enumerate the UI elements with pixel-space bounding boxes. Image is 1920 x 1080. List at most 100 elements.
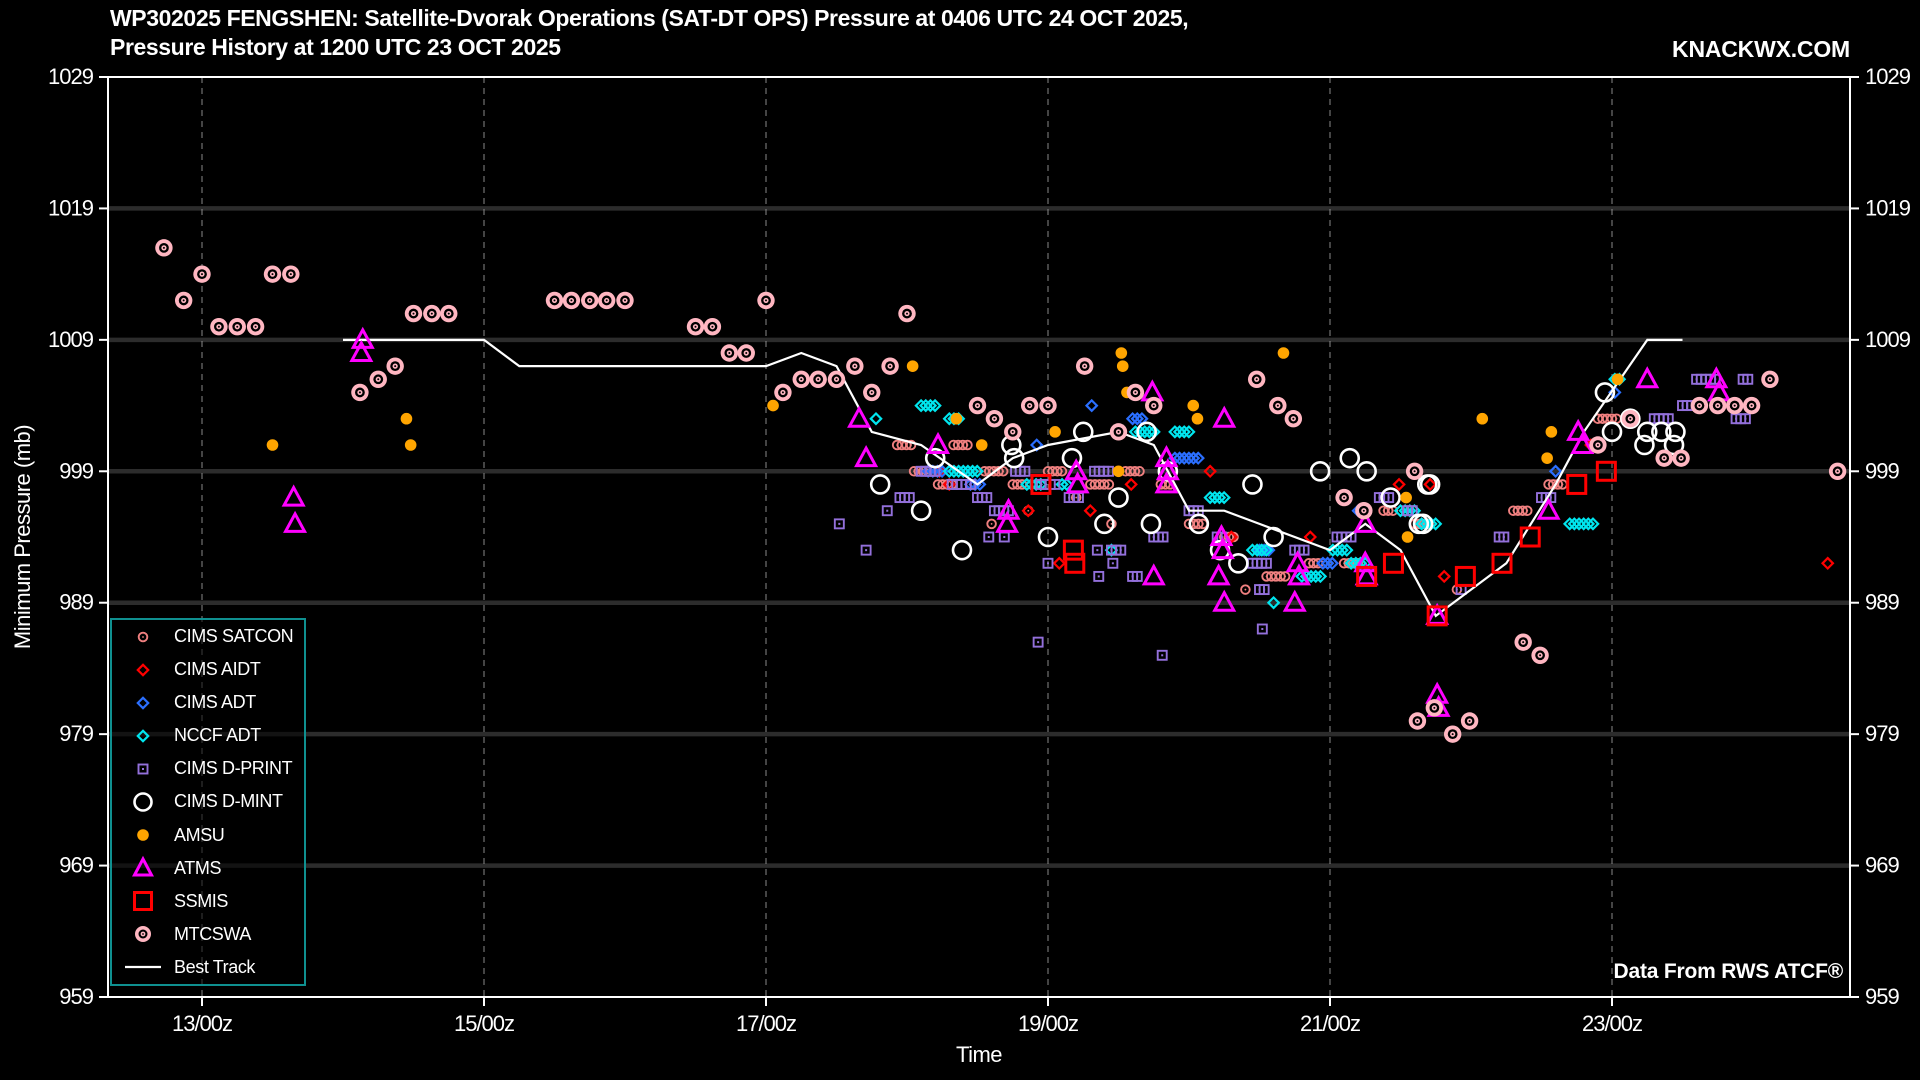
amsu-marker xyxy=(1049,426,1061,438)
satcon-marker xyxy=(1522,505,1533,516)
dprint-marker-dot xyxy=(1097,575,1100,578)
diamond-marker xyxy=(1020,477,1034,492)
satcon-marker xyxy=(1056,466,1068,477)
dmint-icon xyxy=(112,789,174,815)
satcon-marker-dot xyxy=(1110,522,1113,525)
diamond-marker xyxy=(1259,543,1274,557)
mtcswa-marker xyxy=(853,365,856,368)
dprint-marker-dot xyxy=(1096,549,1099,552)
adt-icon xyxy=(112,690,174,716)
mtcswa-marker xyxy=(1629,417,1632,420)
data-credit-text: Data From RWS ATCF® xyxy=(1613,960,1844,983)
mtcswa-marker xyxy=(570,299,573,302)
dprint-marker-dot xyxy=(908,496,911,499)
page-title: WP302025 FENGSHEN: Satellite-Dvorak Oper… xyxy=(110,4,1189,63)
diamond-marker xyxy=(1186,451,1201,465)
dprint-marker-dot xyxy=(1714,378,1717,381)
diamond-marker xyxy=(1313,569,1328,584)
mtcswa-marker xyxy=(745,352,748,354)
legend-item-dmint: CIMS D-MINT xyxy=(112,785,304,818)
mtcswa-marker xyxy=(765,299,767,302)
dprint-marker-dot xyxy=(1549,496,1552,499)
mtcswa-marker xyxy=(447,312,450,315)
satcon-marker xyxy=(1279,571,1291,582)
dprint-icon xyxy=(112,756,174,782)
mtcswa-marker xyxy=(1028,404,1031,407)
legend-label-best: Best Track xyxy=(174,956,256,977)
mtcswa-marker xyxy=(1083,365,1086,368)
dmint-marker xyxy=(1620,408,1641,430)
mtcswa-marker xyxy=(1451,733,1454,736)
satcon-legend-icon xyxy=(137,631,149,642)
satcon-marker-dot xyxy=(1202,522,1204,525)
legend-label-adt: CIMS ADT xyxy=(174,692,256,713)
dprint-marker xyxy=(1032,636,1044,648)
dmint-marker xyxy=(1380,487,1401,508)
ssmis-marker xyxy=(1566,473,1588,495)
legend-label-aidt: CIMS AIDT xyxy=(174,659,261,680)
diamond-marker xyxy=(1245,543,1260,557)
best-track-line xyxy=(343,338,1683,618)
dprint-marker xyxy=(981,492,993,504)
diamond-marker xyxy=(869,411,883,426)
aidt-legend-glyph xyxy=(136,662,150,677)
diamond-marker xyxy=(1172,425,1187,439)
dprint-marker xyxy=(1157,531,1169,543)
mtcswa-marker xyxy=(976,404,979,407)
amsu-icon xyxy=(112,822,174,848)
mtcswa-marker xyxy=(1733,404,1736,407)
y-tick-label-left: 1029 xyxy=(48,64,94,89)
dprint-marker-dot xyxy=(1220,536,1223,538)
amsu-marker xyxy=(975,439,988,451)
atms-marker xyxy=(1141,563,1166,586)
satcon-marker-dot xyxy=(1061,470,1063,473)
dprint-marker xyxy=(881,505,893,517)
amsu-marker xyxy=(1545,426,1558,438)
dprint-marker-dot xyxy=(1047,562,1049,565)
dprint-marker-dot xyxy=(1303,549,1306,552)
amsu-marker xyxy=(1116,360,1129,372)
legend-item-aidt: CIMS AIDT xyxy=(112,653,304,686)
amsu-marker xyxy=(1400,491,1412,504)
dprint-marker-dot xyxy=(1077,496,1080,499)
dmint-marker xyxy=(1003,447,1025,469)
diamond-marker xyxy=(1217,490,1231,505)
satcon-marker-dot xyxy=(1232,536,1235,538)
dprint-marker-dot xyxy=(1387,496,1390,499)
satcon-marker-dot xyxy=(1002,470,1005,473)
diamond-marker xyxy=(1581,517,1596,531)
mtcswa-marker xyxy=(781,391,784,394)
mtcswa-marker xyxy=(1152,404,1155,407)
diamond-marker xyxy=(914,398,928,413)
y-tick-label-left: 999 xyxy=(59,458,93,483)
atms-marker xyxy=(349,339,374,362)
amsu-marker xyxy=(1277,347,1290,359)
dprint-marker-dot xyxy=(1161,654,1164,657)
dmint-marker xyxy=(869,474,891,495)
legend-label-mtcswa: MTCSWA xyxy=(174,923,251,944)
dprint-marker-dot xyxy=(985,496,988,499)
dprint-marker xyxy=(1042,557,1054,569)
dprint-legend-icon xyxy=(137,763,149,775)
y-tick-label-left: 989 xyxy=(59,590,93,615)
amsu-marker xyxy=(1541,452,1553,464)
y-tick-label-right: 959 xyxy=(1865,984,1899,1009)
diamond-marker xyxy=(1576,517,1591,531)
mtcswa-marker xyxy=(1011,430,1014,433)
diamond-marker xyxy=(1414,517,1429,531)
satcon-marker-dot xyxy=(1391,509,1394,512)
dmint-marker xyxy=(1309,460,1331,482)
satcon-legend-glyph xyxy=(142,635,144,638)
satcon-marker-dot xyxy=(910,444,912,446)
x-tick-label: 23/00z xyxy=(1582,1011,1642,1036)
mtcswa-marker xyxy=(236,325,239,328)
dprint-marker-dot xyxy=(969,483,972,486)
title-line-2: Pressure History at 1200 UTC 23 OCT 2025 xyxy=(110,34,561,61)
diamond-marker xyxy=(1586,517,1600,531)
mtcswa-marker xyxy=(1413,470,1416,473)
amsu-marker xyxy=(1112,465,1125,478)
satcon-marker xyxy=(997,466,1009,477)
mtcswa-marker xyxy=(694,325,697,328)
legend-label-ssmis: SSMIS xyxy=(174,890,229,911)
atms-marker xyxy=(283,510,308,533)
